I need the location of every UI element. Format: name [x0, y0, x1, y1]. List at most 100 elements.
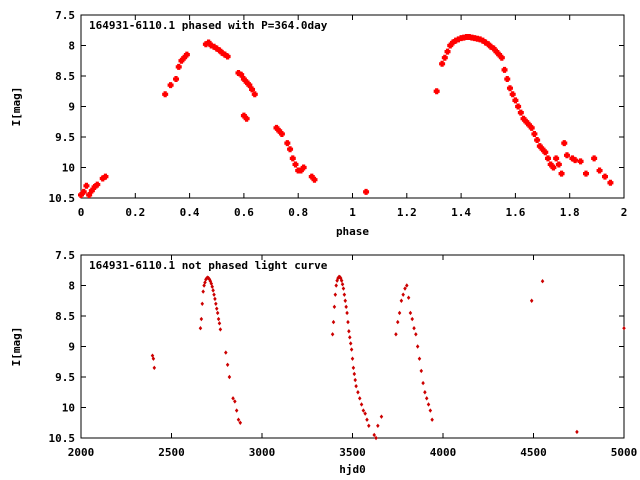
x-tick-label: 3000	[249, 446, 276, 459]
data-point	[350, 356, 355, 361]
data-point	[344, 304, 348, 310]
data-point	[214, 301, 218, 306]
data-point	[311, 176, 318, 183]
data-point	[173, 76, 180, 83]
data-point	[227, 374, 232, 380]
data-point	[225, 362, 230, 367]
data-point	[238, 420, 243, 425]
data-point	[357, 396, 362, 401]
x-tick-label: 2	[621, 206, 628, 219]
data-point	[339, 278, 344, 283]
data-point	[534, 137, 541, 144]
data-point	[352, 371, 357, 377]
y-tick-label: 7.5	[55, 9, 75, 22]
data-point	[395, 319, 400, 325]
data-point	[354, 383, 358, 389]
data-point	[231, 396, 235, 401]
data-point	[540, 279, 545, 284]
data-point	[544, 155, 551, 162]
data-point	[423, 390, 427, 395]
data-point	[340, 282, 345, 287]
data-point	[421, 380, 425, 386]
data-point	[342, 292, 347, 297]
y-tick-label: 8	[68, 280, 75, 293]
data-point	[433, 88, 440, 95]
data-point	[224, 350, 228, 355]
data-point	[217, 321, 222, 326]
data-point	[341, 286, 346, 291]
y-tick-label: 10	[62, 162, 75, 175]
data-point	[399, 298, 404, 303]
data-point	[334, 283, 338, 288]
data-point	[379, 414, 384, 419]
data-point	[243, 115, 250, 122]
data-point	[214, 306, 219, 311]
x-tick-label: 0.8	[288, 206, 308, 219]
data-point	[376, 423, 380, 428]
data-point	[351, 365, 356, 371]
data-point	[331, 319, 336, 325]
y-tick-label: 9	[68, 341, 75, 354]
data-point	[348, 335, 352, 340]
data-point	[591, 155, 598, 162]
data-point	[343, 298, 348, 303]
y-tick-label: 8	[68, 40, 75, 53]
data-point	[345, 310, 349, 316]
x-tick-label: 1.2	[397, 206, 417, 219]
data-point	[512, 97, 519, 104]
data-point	[332, 304, 337, 310]
x-tick-label: 0.4	[180, 206, 200, 219]
data-point	[439, 60, 446, 67]
y-tick-label: 10.5	[49, 432, 76, 445]
data-point	[199, 316, 204, 322]
data-point	[278, 130, 285, 137]
data-point	[210, 284, 214, 289]
data-point	[622, 326, 626, 331]
data-point	[367, 423, 371, 428]
data-point	[412, 326, 416, 331]
data-point	[102, 173, 109, 180]
data-point	[216, 316, 221, 322]
data-point	[542, 149, 549, 156]
data-point	[359, 402, 364, 407]
data-point	[361, 408, 366, 413]
x-tick-label: 1.6	[505, 206, 525, 219]
data-point	[561, 140, 568, 147]
data-point	[424, 396, 429, 401]
x-tick-label: 5000	[611, 446, 638, 459]
data-point	[83, 182, 90, 189]
data-point	[167, 82, 174, 89]
data-point	[363, 411, 367, 416]
plot-frame	[80, 14, 625, 199]
data-point	[198, 326, 203, 331]
data-point	[333, 292, 338, 297]
data-point	[80, 188, 87, 195]
data-point	[151, 356, 156, 361]
data-point	[553, 155, 560, 162]
y-tick-label: 9.5	[55, 371, 75, 384]
data-point	[363, 188, 370, 195]
y-tick-label: 9.5	[55, 131, 75, 144]
data-point	[365, 417, 369, 422]
data-point	[349, 347, 354, 352]
data-point	[356, 390, 360, 395]
data-point	[501, 66, 508, 73]
data-point	[558, 170, 565, 177]
data-point	[218, 327, 223, 332]
x-axis-label: hjd0	[339, 463, 366, 476]
x-tick-label: 1.4	[451, 206, 471, 219]
data-point	[596, 167, 603, 174]
x-tick-label: 1	[349, 206, 356, 219]
data-point	[528, 124, 535, 131]
data-point	[292, 161, 299, 168]
data-point	[426, 402, 431, 407]
data-point	[577, 158, 584, 165]
x-tick-label: 2500	[158, 446, 185, 459]
data-point	[394, 332, 398, 337]
data-point	[550, 164, 557, 171]
data-point	[397, 310, 402, 316]
data-point	[372, 432, 376, 438]
data-point	[582, 170, 589, 177]
data-point	[415, 344, 420, 349]
